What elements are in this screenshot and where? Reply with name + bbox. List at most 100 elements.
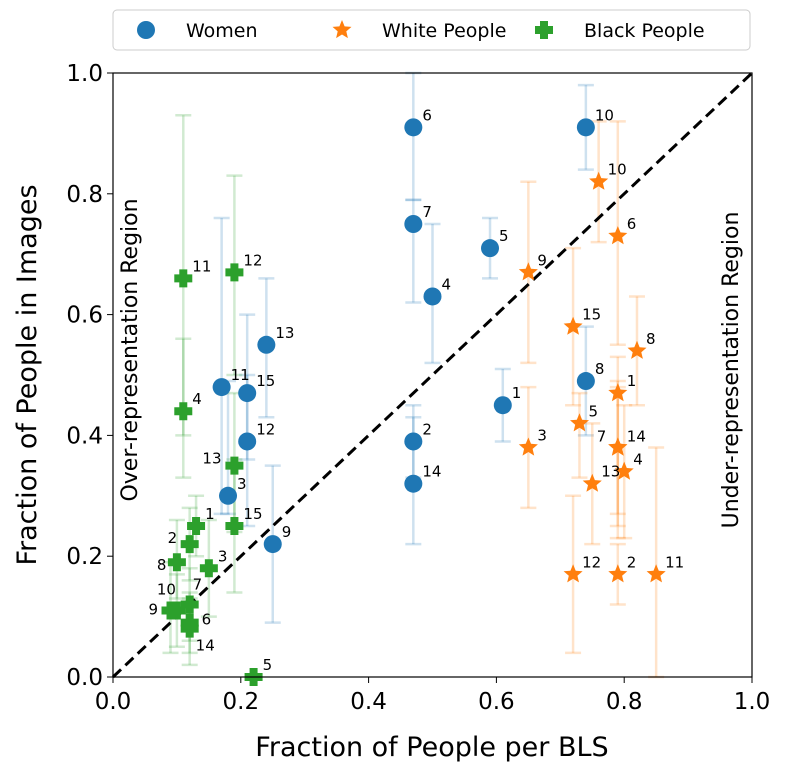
- point-white-people: [589, 171, 609, 190]
- point-black-people: [180, 619, 199, 638]
- point-label: 1: [627, 372, 637, 390]
- point-label: 3: [537, 426, 547, 444]
- x-tick-label: 0.2: [223, 689, 260, 715]
- point-label: 3: [237, 475, 247, 493]
- point-black-people: [225, 263, 244, 282]
- point-label: 4: [192, 390, 202, 408]
- y-tick-label: 0.0: [66, 665, 103, 691]
- point-label: 11: [231, 366, 250, 384]
- error-bar-women: [213, 216, 230, 516]
- point-label: 11: [192, 257, 211, 275]
- point-label: 10: [608, 161, 627, 179]
- point-label: 12: [582, 553, 601, 571]
- point-women: [576, 372, 595, 391]
- point-label: 8: [646, 330, 656, 348]
- point-women: [576, 118, 595, 137]
- point-women: [238, 384, 257, 403]
- point-label: 14: [627, 427, 646, 445]
- point-black-people: [199, 559, 218, 578]
- point-label: 4: [633, 451, 643, 469]
- point-black-people: [174, 269, 193, 288]
- point-women: [493, 396, 512, 415]
- point-women: [263, 535, 282, 554]
- y-tick-label: 0.4: [66, 423, 103, 449]
- point-white-people: [582, 473, 602, 492]
- point-label: 14: [422, 463, 441, 481]
- point-label: 5: [499, 227, 509, 245]
- x-tick-label: 0.6: [478, 689, 515, 715]
- point-women: [404, 215, 423, 233]
- point-women: [481, 239, 500, 258]
- x-tick-label: 0.8: [606, 689, 643, 715]
- point-label: 12: [243, 251, 262, 269]
- x-tick-label: 0.0: [95, 689, 132, 715]
- under-representation-label: Under-representation Region: [719, 212, 744, 529]
- point-label: 13: [275, 324, 294, 342]
- point-label: 8: [157, 556, 167, 574]
- error-bar-white-people: [648, 446, 665, 679]
- point-label: 15: [256, 372, 275, 390]
- over-representation-label: Over-representation Region: [118, 198, 143, 501]
- point-black-people: [174, 402, 193, 421]
- point-black-people: [180, 595, 199, 614]
- legend: Women White People Black People: [112, 9, 751, 51]
- point-black-people: [167, 553, 186, 572]
- point-black-people: [225, 456, 244, 475]
- point-black-people: [180, 535, 199, 554]
- point-label: 9: [282, 523, 292, 541]
- point-white-people: [563, 564, 583, 583]
- point-black-people: [187, 517, 206, 535]
- y-tick-label: 0.8: [66, 182, 103, 208]
- point-label: 8: [595, 360, 605, 378]
- plot-frame: [112, 72, 753, 678]
- point-white-people: [614, 461, 634, 480]
- legend-marker-women: [137, 21, 155, 39]
- point-label: 14: [196, 637, 215, 655]
- point-black-people: [167, 601, 186, 620]
- point-white-people: [570, 413, 589, 432]
- point-women: [212, 378, 231, 397]
- error-bar-white-people: [571, 391, 588, 479]
- point-label: 2: [422, 420, 432, 438]
- y-tick-label: 0.6: [66, 303, 103, 329]
- point-label: 13: [601, 463, 620, 481]
- point-label: 12: [256, 420, 275, 438]
- x-axis-label: Fraction of People per BLS: [255, 732, 608, 763]
- legend-label: White People: [382, 20, 506, 42]
- point-white-people: [518, 437, 538, 456]
- point-women: [219, 486, 238, 505]
- point-label: 7: [597, 427, 607, 445]
- error-bar-women: [405, 71, 422, 202]
- point-label: 15: [243, 505, 262, 523]
- reference-line: [111, 71, 754, 679]
- y-axis-label: Fraction of People in Images: [12, 184, 43, 565]
- point-white-people: [608, 564, 628, 583]
- point-white-people: [563, 316, 583, 335]
- error-bar-white-people: [609, 355, 626, 516]
- point-label: 9: [149, 601, 159, 619]
- point-white-people: [608, 226, 628, 245]
- point-label: 13: [202, 450, 221, 468]
- point-label: 6: [422, 106, 432, 124]
- y-tick-label: 1.0: [66, 61, 103, 87]
- point-women: [404, 474, 423, 493]
- point-label: 2: [627, 553, 637, 571]
- point-label: 5: [263, 656, 273, 674]
- point-label: 6: [202, 611, 212, 629]
- point-women: [404, 432, 423, 451]
- point-white-people: [518, 262, 538, 281]
- point-label: 4: [442, 275, 452, 293]
- point-label: 11: [665, 553, 684, 571]
- point-label: 1: [205, 505, 215, 523]
- point-white-people: [608, 383, 628, 402]
- point-white-people: [646, 564, 666, 583]
- point-label: 7: [193, 576, 203, 594]
- point-label: 5: [588, 402, 598, 420]
- point-women: [257, 335, 276, 354]
- point-label: 10: [157, 581, 176, 599]
- legend-marker-white-people: [332, 20, 352, 39]
- point-label: 6: [627, 215, 637, 233]
